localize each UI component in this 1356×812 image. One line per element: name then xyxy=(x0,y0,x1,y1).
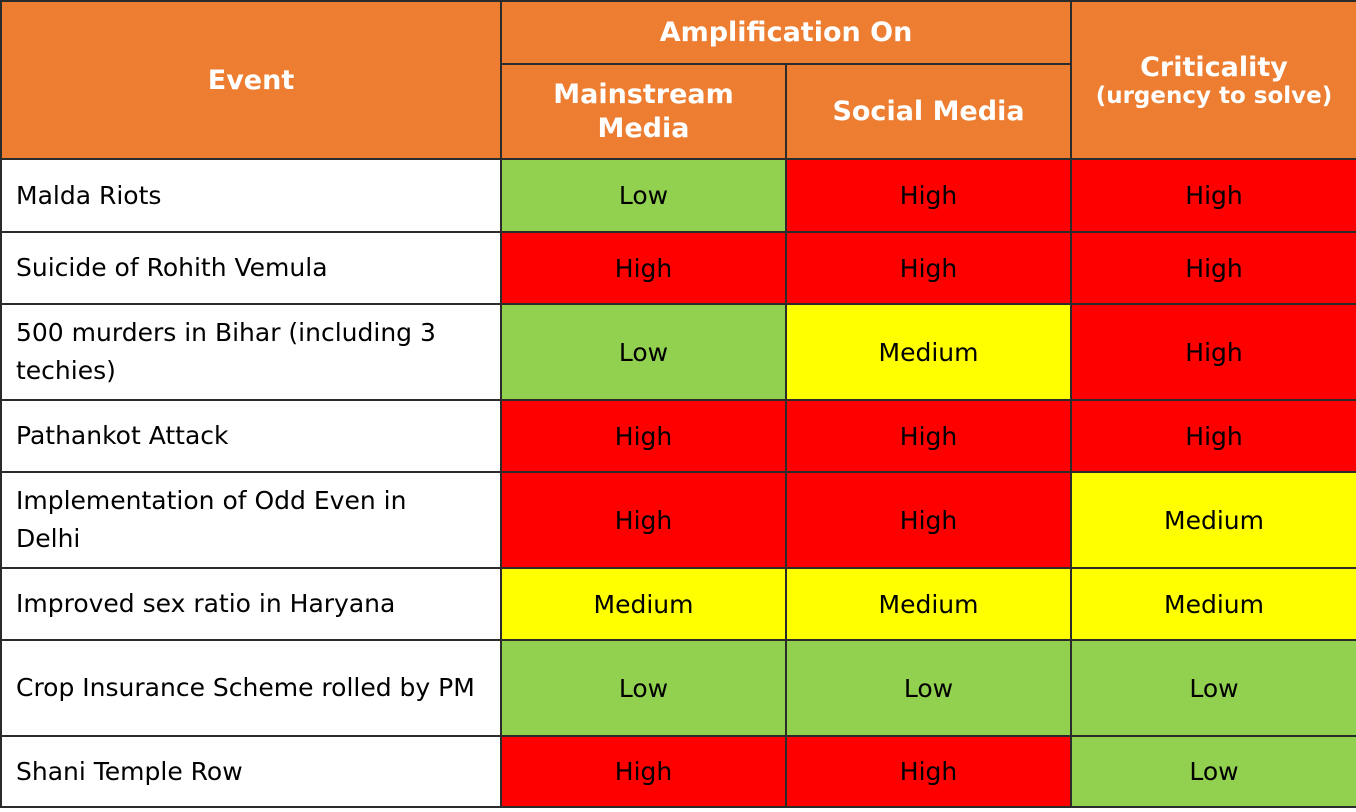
level-cell: High xyxy=(785,231,1072,305)
level-cell: High xyxy=(1070,231,1356,305)
header-group: Amplification On xyxy=(500,0,1072,65)
event-cell: Improved sex ratio in Haryana xyxy=(0,567,502,641)
column-title: Mainstream Media xyxy=(553,78,734,144)
level-cell: Medium xyxy=(785,303,1072,401)
level-cell: Low xyxy=(1070,735,1356,808)
table-row: Crop Insurance Scheme rolled by PM Low Low… xyxy=(0,639,1356,737)
level-cell: Low xyxy=(500,303,787,401)
level-cell: High xyxy=(1070,158,1356,233)
level-cell: Medium xyxy=(1070,471,1356,569)
table-row: Pathankot Attack High High High xyxy=(0,399,1356,473)
level-cell: High xyxy=(500,399,787,473)
header-column: Mainstream Media xyxy=(500,63,787,160)
level-cell: Low xyxy=(500,158,787,233)
criticality-note: (urgency to solve) xyxy=(1095,82,1333,109)
event-cell: Malda Riots xyxy=(0,158,502,233)
event-cell: Pathankot Attack xyxy=(0,399,502,473)
level-cell: Low xyxy=(500,639,787,737)
event-cell: Shani Temple Row xyxy=(0,735,502,808)
level-cell: High xyxy=(1070,399,1356,473)
level-cell: Medium xyxy=(785,567,1072,641)
event-cell: Crop Insurance Scheme rolled by PM xyxy=(0,639,502,737)
level-cell: High xyxy=(1070,303,1356,401)
column-title: Social Media xyxy=(832,95,1025,127)
level-cell: Medium xyxy=(1070,567,1356,641)
table-row: Shani Temple Row High High Low xyxy=(0,735,1356,808)
header-column: Social Media xyxy=(785,63,1072,160)
level-cell: High xyxy=(500,735,787,808)
event-cell: Suicide of Rohith Vemula xyxy=(0,231,502,305)
level-cell: High xyxy=(785,399,1072,473)
table-row: Malda Riots Low High High xyxy=(0,158,1356,233)
table-body: Malda Riots Low High High Suicide of Rohith … xyxy=(0,158,1356,808)
header-criticality: Criticality (urgency to solve) xyxy=(1070,0,1356,160)
level-cell: High xyxy=(785,158,1072,233)
level-cell: Low xyxy=(785,639,1072,737)
level-cell: Medium xyxy=(500,567,787,641)
table-row: 500 murders in Bihar (including 3 techie… xyxy=(0,303,1356,401)
header-event: Event xyxy=(0,0,502,160)
table-row: Improved sex ratio in Haryana Medium Mediu… xyxy=(0,567,1356,641)
event-cell: Implementation of Odd Even in Delhi xyxy=(0,471,502,569)
criticality-title: Criticality xyxy=(1140,51,1288,83)
event-cell: 500 murders in Bihar (including 3 techie… xyxy=(0,303,502,401)
level-cell: Low xyxy=(1070,639,1356,737)
table-row: Implementation of Odd Even in Delhi High H… xyxy=(0,471,1356,569)
table-row: Suicide of Rohith Vemula High High High xyxy=(0,231,1356,305)
level-cell: High xyxy=(785,471,1072,569)
level-cell: High xyxy=(500,231,787,305)
level-cell: High xyxy=(785,735,1072,808)
level-cell: High xyxy=(500,471,787,569)
